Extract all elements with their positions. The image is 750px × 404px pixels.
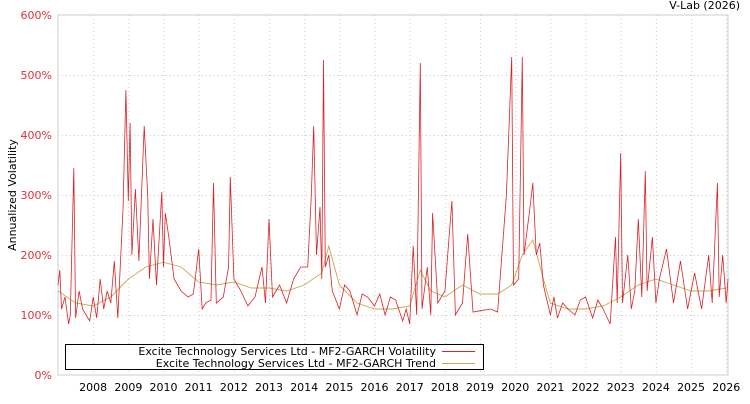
x-tick-label: 2009 <box>114 381 142 394</box>
x-tick-label: 2008 <box>79 381 107 394</box>
legend-label-trend: Excite Technology Services Ltd - MF2-GAR… <box>156 357 436 370</box>
x-tick-label: 2024 <box>642 381 670 394</box>
y-axis: 0% 100% 200% 300% 400% 500% 600% <box>21 9 52 382</box>
trend-line <box>57 238 727 310</box>
x-tick-label: 2025 <box>677 381 705 394</box>
y-tick-label: 600% <box>21 9 52 22</box>
x-tick-label: 2017 <box>396 381 424 394</box>
x-tick-label: 2020 <box>501 381 529 394</box>
plot-frame <box>57 14 729 376</box>
volatility-line <box>57 56 729 325</box>
x-tick-label: 2022 <box>572 381 600 394</box>
legend-box <box>65 344 484 370</box>
x-tick-label: 2021 <box>536 381 564 394</box>
y-tick-label: 100% <box>21 309 52 322</box>
x-tick-label: 2026 <box>712 381 740 394</box>
x-tick-label: 2019 <box>466 381 494 394</box>
legend: Excite Technology Services Ltd - MF2-GAR… <box>65 344 484 370</box>
x-tick-label: 2014 <box>290 381 318 394</box>
x-tick-label: 2010 <box>150 381 178 394</box>
y-tick-label: 300% <box>21 189 52 202</box>
x-tick-label: 2015 <box>325 381 353 394</box>
x-axis: 2008 2009 2010 2011 2012 2013 2014 2015 2016 2017… <box>79 381 740 394</box>
y-tick-label: 0% <box>35 369 52 382</box>
y-tick-label: 200% <box>21 249 52 262</box>
x-tick-label: 2016 <box>361 381 389 394</box>
watermark: V-Lab (2026) <box>669 0 740 12</box>
y-axis-label: Annualized Volatility <box>6 139 19 251</box>
grid <box>58 15 728 375</box>
x-tick-label: 2012 <box>220 381 248 394</box>
y-tick-label: 500% <box>21 69 52 82</box>
x-tick-label: 2013 <box>255 381 283 394</box>
legend-label-volatility: Excite Technology Services Ltd - MF2-GAR… <box>138 345 436 358</box>
y-tick-label: 400% <box>21 129 52 142</box>
x-tick-label: 2018 <box>431 381 459 394</box>
x-tick-label: 2023 <box>607 381 635 394</box>
series-lines <box>57 56 729 325</box>
x-tick-label: 2011 <box>185 381 213 394</box>
